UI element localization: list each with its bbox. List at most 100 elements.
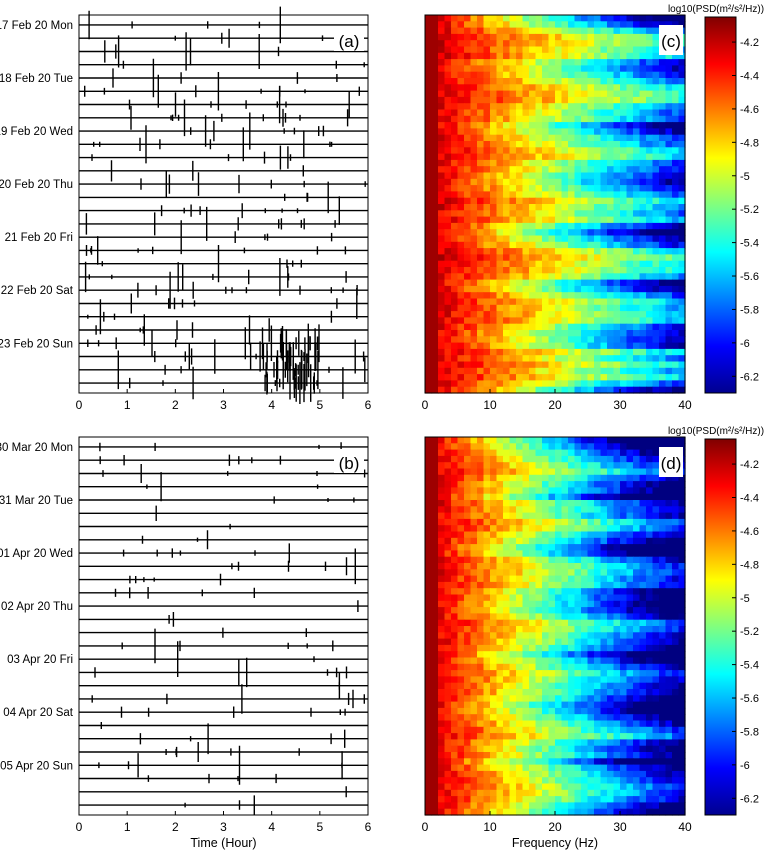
psd-cell: [483, 285, 491, 293]
psd-cell: [646, 304, 654, 312]
psd-cell: [444, 285, 452, 293]
psd-cell: [646, 216, 654, 224]
psd-cell: [477, 531, 485, 539]
psd-cell: [451, 235, 459, 243]
psd-cell: [464, 248, 472, 255]
psd-cell: [646, 298, 654, 306]
psd-cell: [665, 802, 673, 810]
psd-cell: [438, 663, 446, 671]
psd-cell: [639, 695, 647, 703]
psd-cell: [639, 103, 647, 111]
psd-cell: [451, 537, 459, 545]
psd-cell: [535, 279, 543, 287]
trace: [79, 236, 368, 265]
psd-cell: [652, 714, 660, 722]
psd-cell: [678, 512, 686, 520]
psd-cell: [477, 689, 485, 696]
psd-cell: [451, 808, 459, 816]
psd-cell: [594, 506, 602, 514]
psd-cell: [535, 777, 543, 785]
psd-cell: [555, 588, 563, 596]
psd-cell: [600, 531, 608, 539]
psd-cell: [665, 544, 673, 551]
psd-cell: [509, 487, 517, 495]
psd-cell: [613, 613, 621, 621]
psd-cell: [490, 216, 498, 224]
psd-cell: [626, 796, 634, 803]
psd-cell: [522, 657, 530, 665]
psd-cell: [509, 273, 517, 281]
psd-cell: [626, 33, 634, 41]
psd-cell: [490, 235, 498, 243]
psd-cell: [594, 695, 602, 703]
psd-cell: [451, 607, 459, 614]
psd-cell: [451, 304, 459, 312]
psd-cell: [652, 355, 660, 363]
psd-cell: [490, 613, 498, 621]
psd-cell: [490, 689, 498, 696]
psd-cell: [646, 663, 654, 671]
psd-cell: [509, 525, 517, 533]
psd-cell: [464, 777, 472, 785]
psd-cell: [678, 714, 686, 722]
psd-cell: [483, 657, 491, 665]
psd-cell: [555, 248, 563, 255]
psd-cell: [503, 267, 511, 274]
psd-cell: [496, 770, 504, 778]
psd-cell: [451, 298, 459, 306]
psd-cell: [652, 777, 660, 785]
psd-cell: [633, 443, 641, 451]
psd-cell: [652, 613, 660, 621]
psd-cell: [542, 336, 550, 344]
psd-cell: [672, 115, 680, 123]
psd-cell: [678, 500, 686, 507]
psd-cell: [626, 96, 634, 104]
psd-cell: [594, 758, 602, 766]
psd-cell: [568, 71, 576, 79]
psd-cell: [483, 487, 491, 495]
psd-cell: [464, 594, 472, 602]
psd-cell: [535, 512, 543, 520]
psd-cell: [594, 235, 602, 243]
psd-cell: [607, 216, 615, 224]
psd-cell: [678, 493, 686, 501]
psd-cell: [646, 311, 654, 318]
psd-cell: [613, 374, 621, 381]
psd-cell: [639, 739, 647, 747]
psd-cell: [594, 311, 602, 318]
psd-cell: [425, 789, 433, 797]
psd-cell: [626, 134, 634, 142]
psd-cell: [639, 59, 647, 66]
psd-cell: [626, 330, 634, 337]
psd-cell: [587, 525, 595, 533]
psd-cell: [639, 254, 647, 262]
psd-cell: [659, 317, 667, 325]
psd-cell: [444, 185, 452, 192]
psd-cell: [613, 40, 621, 48]
panel-c: 0 10 20 30 40(c): [422, 14, 692, 412]
psd-cell: [665, 115, 673, 123]
psd-cell: [607, 764, 615, 772]
psd-cell: [444, 594, 452, 602]
psd-cell: [665, 197, 673, 205]
psd-cell: [470, 21, 478, 29]
psd-cell: [607, 15, 615, 22]
psd-cell: [568, 764, 576, 772]
psd-cell: [620, 46, 628, 54]
psd-cell: [516, 474, 524, 482]
psd-cell: [626, 185, 634, 192]
psd-cell: [568, 90, 576, 98]
psd-cell: [535, 437, 543, 444]
psd-cell: [490, 638, 498, 646]
psd-cell: [581, 134, 589, 142]
x-tick-label: 6: [365, 398, 372, 412]
psd-cell: [503, 802, 511, 810]
psd-cell: [464, 141, 472, 148]
psd-cell: [438, 468, 446, 476]
psd-cell: [496, 443, 504, 451]
psd-cell: [659, 638, 667, 646]
psd-cell: [561, 619, 569, 627]
psd-cell: [503, 40, 511, 48]
psd-cell: [574, 455, 582, 463]
psd-cell: [490, 481, 498, 488]
